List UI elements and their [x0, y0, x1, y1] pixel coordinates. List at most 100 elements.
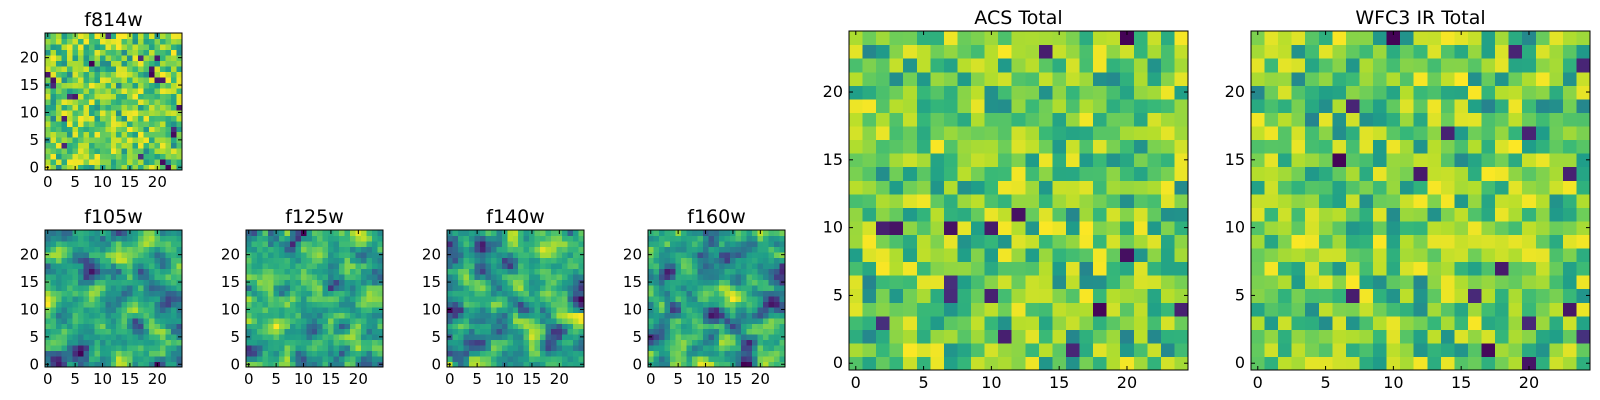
heatmap-cell [333, 312, 340, 319]
heatmap-cell [1291, 125, 1306, 141]
heatmap-cell [377, 328, 384, 335]
heatmap-cell [1576, 193, 1591, 208]
heatmap-cell [1147, 112, 1162, 127]
heatmap-cell [648, 345, 655, 352]
heatmap-cell [355, 306, 362, 313]
heatmap-cell [562, 230, 569, 237]
heatmap-cell [278, 273, 285, 280]
heatmap-cell [121, 43, 128, 51]
heatmap-cell [556, 246, 563, 253]
heatmap-cell [551, 356, 558, 363]
y-tick-label: 0 [29, 355, 39, 373]
heatmap-cell [300, 251, 307, 258]
heatmap-cell [545, 284, 552, 291]
heatmap-cell [735, 328, 742, 335]
heatmap-cell [998, 71, 1013, 86]
heatmap-cell [518, 262, 525, 269]
heatmap-cell [474, 328, 481, 335]
heatmap-cell [149, 295, 156, 302]
heatmap-cell [311, 312, 318, 319]
heatmap-cell [154, 109, 161, 116]
heatmap-cell [1427, 261, 1442, 276]
heatmap-cell [984, 71, 999, 86]
heatmap-cell [273, 251, 280, 258]
heatmap-cell [658, 312, 666, 319]
heatmap-cell [545, 279, 552, 286]
heatmap-cell [344, 273, 351, 280]
heatmap-cell [176, 49, 183, 56]
heatmap-cell [77, 164, 84, 171]
heatmap-cell [1120, 261, 1135, 276]
heatmap-cell [1454, 125, 1469, 141]
heatmap-cell [154, 82, 161, 89]
heatmap-cell [94, 43, 101, 51]
heatmap-cell [730, 295, 737, 302]
heatmap-cell [94, 109, 101, 116]
heatmap-cell [1133, 125, 1148, 141]
heatmap-cell [105, 361, 112, 368]
heatmap-cell [1400, 139, 1415, 154]
heatmap-cell [99, 262, 106, 269]
heatmap-cell [658, 334, 666, 341]
heatmap-cell [317, 230, 324, 237]
heatmap-cell [507, 279, 514, 286]
heatmap-cell [94, 76, 101, 83]
heatmap-cell [984, 193, 999, 208]
heatmap-cell [507, 268, 514, 275]
heatmap-cell [1174, 31, 1189, 46]
heatmap-cell [916, 275, 931, 290]
heatmap-cell [306, 345, 313, 352]
heatmap-cell [1562, 261, 1578, 276]
heatmap-cell [138, 235, 145, 242]
heatmap-cell [675, 301, 682, 308]
heatmap-cell [1065, 153, 1081, 168]
heatmap-cell [518, 350, 525, 357]
heatmap-cell [165, 164, 172, 171]
heatmap-cell [501, 295, 508, 302]
heatmap-cell [876, 288, 891, 303]
heatmap-cell [1011, 220, 1026, 235]
heatmap-cell [171, 334, 178, 341]
heatmap-cell [110, 251, 117, 258]
heatmap-cell [143, 131, 150, 138]
heatmap-cell [1278, 58, 1293, 73]
heatmap-cell [490, 257, 497, 264]
heatmap-cell [317, 356, 324, 363]
heatmap-cell [664, 284, 671, 291]
heatmap-cell [72, 328, 79, 335]
heatmap-cell [518, 268, 525, 275]
heatmap-cell [127, 334, 134, 341]
heatmap-cell [1106, 125, 1121, 141]
heatmap-cell [1440, 139, 1455, 154]
heatmap-cell [763, 323, 770, 330]
heatmap-cell [1522, 139, 1537, 154]
heatmap-cell [50, 323, 57, 330]
heatmap-cell [889, 153, 904, 168]
heatmap-cell [719, 345, 726, 352]
heatmap-cell [779, 240, 786, 248]
heatmap-cell [1318, 193, 1333, 208]
heatmap-cell [1440, 112, 1455, 127]
heatmap-cell [971, 342, 986, 358]
heatmap-cell [149, 98, 156, 105]
heatmap-cell [1576, 329, 1591, 344]
heatmap-cell [94, 273, 101, 280]
heatmap-cell [1038, 288, 1053, 303]
heatmap-cell [121, 246, 128, 253]
heatmap-cell [518, 273, 525, 280]
heatmap-cell [658, 279, 666, 286]
heatmap-cell [916, 166, 931, 181]
heatmap-cell [45, 290, 52, 297]
heatmap-cell [1427, 342, 1442, 358]
heatmap-cell [1052, 166, 1067, 181]
heatmap-cell [160, 301, 167, 308]
heatmap-cell [300, 235, 307, 242]
heatmap-cell [658, 345, 666, 352]
heatmap-cell [523, 361, 530, 368]
heatmap-cell [176, 142, 183, 149]
heatmap-cell [724, 339, 731, 346]
heatmap-cell [110, 295, 117, 302]
heatmap-cell [447, 350, 454, 357]
heatmap-cell [984, 288, 999, 303]
heatmap-cell [110, 109, 117, 116]
